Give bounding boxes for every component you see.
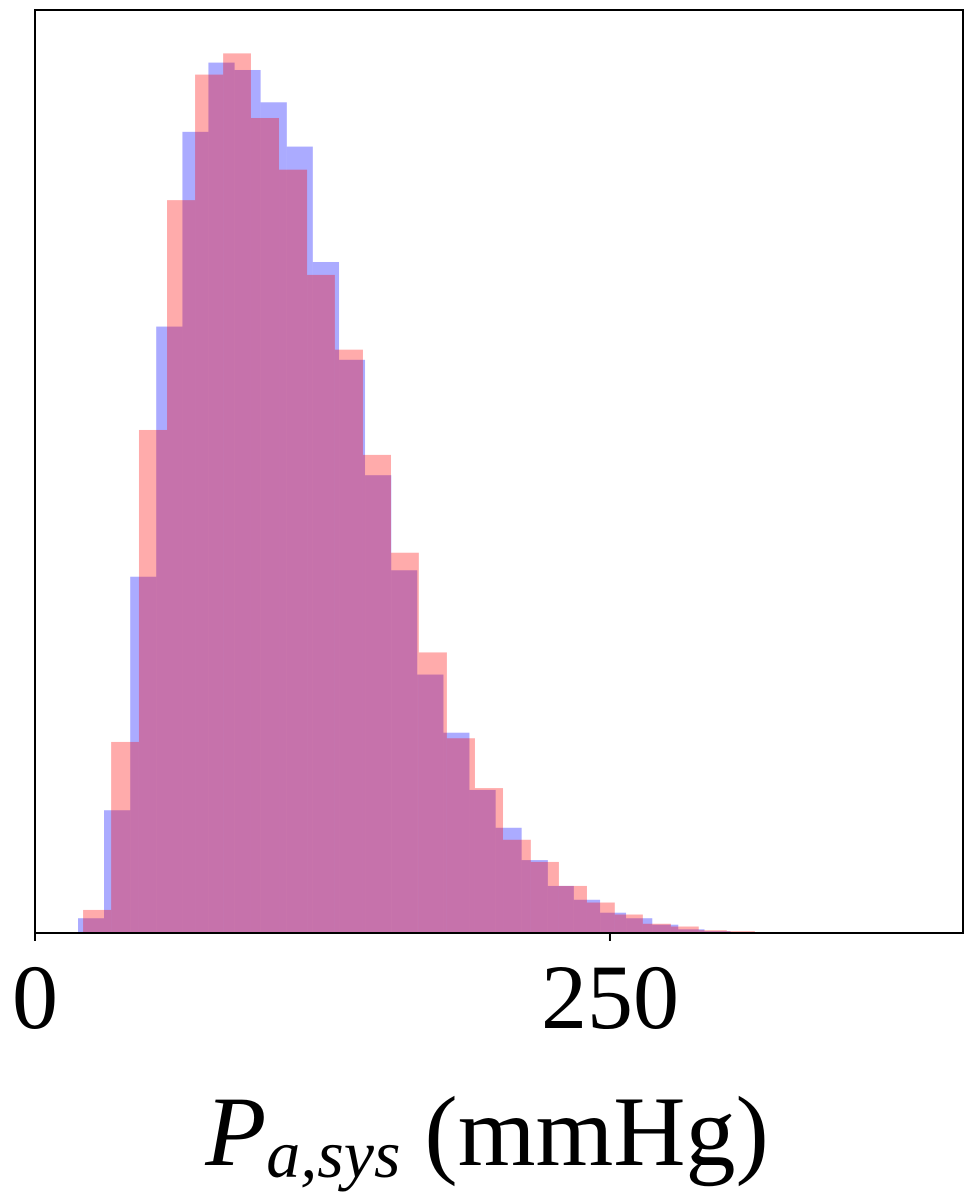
histogram-bar: [573, 899, 601, 933]
histogram-bar: [600, 912, 627, 933]
histogram-bar: [223, 53, 251, 934]
histogram-bar: [286, 146, 313, 933]
histogram-bar: [495, 827, 522, 933]
histogram-bar: [78, 918, 104, 933]
histogram-bar: [362, 454, 392, 933]
histogram-bar: [130, 576, 157, 933]
histogram-bar: [586, 902, 615, 933]
histogram-bar: [503, 839, 531, 933]
x-axis-label: Pa,sys (mmHg): [204, 1076, 769, 1192]
histogram-bar: [156, 326, 183, 933]
histogram-bar: [167, 200, 196, 933]
histogram-bar: [103, 810, 131, 933]
histogram-bar: [652, 924, 679, 933]
histogram-bar: [250, 117, 280, 934]
x-tick-label: 250: [541, 946, 679, 1048]
histogram-bar: [182, 131, 209, 933]
histogram-bar: [418, 652, 447, 933]
x-label-subscript: a,sys: [266, 1116, 400, 1192]
histogram-bar: [234, 69, 261, 934]
histogram-bar: [260, 102, 287, 934]
histogram-bar: [391, 552, 419, 933]
histogram-bar: [474, 788, 504, 933]
histogram-bar: [138, 429, 168, 933]
histogram-bar: [521, 860, 548, 933]
histogram-bar: [334, 349, 363, 933]
histogram-bar: [678, 929, 705, 933]
histogram-bar: [698, 930, 727, 933]
histogram-bar: [469, 789, 496, 933]
histogram-bar: [339, 359, 366, 933]
histogram-bar: [626, 918, 653, 933]
histogram-bar: [614, 914, 643, 933]
histogram-bar: [558, 885, 587, 933]
x-label-unit: (mmHg): [424, 1076, 768, 1187]
plot-frame: [34, 9, 964, 934]
histogram-bar: [417, 674, 444, 933]
histogram-bar: [111, 741, 139, 933]
histogram-bar: [312, 261, 340, 933]
histogram-bar: [547, 885, 574, 933]
histogram-bar: [83, 909, 112, 933]
histogram-bar: [530, 861, 559, 933]
histogram-bar: [642, 923, 671, 933]
histogram-bar: [307, 274, 335, 933]
histogram-bar: [195, 74, 224, 934]
histogram-bar: [391, 570, 418, 933]
histogram-bar: [208, 62, 235, 933]
x-label-symbol: P: [204, 1076, 266, 1187]
histogram-bar: [365, 475, 392, 933]
histogram-bar: [446, 738, 475, 933]
x-tick-label: 0: [12, 946, 58, 1048]
histogram-bar: [279, 169, 308, 933]
histogram-bar: [670, 926, 699, 933]
histogram-bar: [443, 732, 470, 933]
